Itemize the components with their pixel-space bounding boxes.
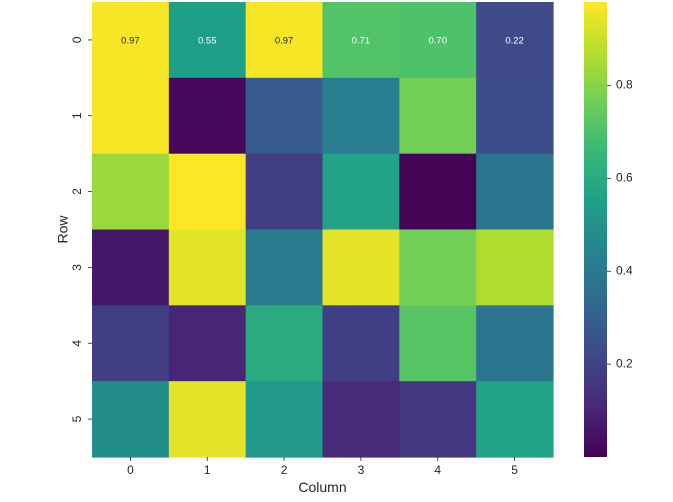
y-tick-label: 1 xyxy=(70,112,84,119)
heatmap-cell-r0-c0 xyxy=(92,2,170,79)
heatmap-cell-r2-c2 xyxy=(245,153,324,231)
y-tick-label: 2 xyxy=(70,188,84,195)
x-axis-ticks: 0 1 2 3 4 5 xyxy=(127,457,518,477)
heatmap-cell-r0-c2 xyxy=(245,2,324,79)
heatmap-annotations: 0.97 0.55 0.97 0.71 0.70 0.22 xyxy=(121,35,524,46)
x-tick-label: 5 xyxy=(511,463,518,477)
heatmap-cell-r4-c1 xyxy=(168,305,247,382)
heatmap-cell-r2-c4 xyxy=(399,153,477,231)
x-tick-label: 3 xyxy=(358,463,365,477)
heatmap-cell-r3-c1 xyxy=(168,229,247,306)
y-tick-label: 3 xyxy=(70,264,84,271)
heatmap-cell-r4-c3 xyxy=(322,305,400,382)
heatmap-cell-r2-c0 xyxy=(92,153,170,231)
heatmap-cell-r3-c5 xyxy=(476,229,554,306)
heatmap-cell-r0-c3 xyxy=(322,2,400,79)
heatmap-cell-r3-c0 xyxy=(92,229,170,306)
heatmap-cell-r3-c3 xyxy=(322,229,400,306)
heatmap-cell-r1-c1 xyxy=(168,77,247,155)
heatmap-cell-r4-c5 xyxy=(476,305,554,382)
heatmap-cell-r5-c1 xyxy=(168,381,247,458)
heatmap-cell-r2-c3 xyxy=(322,153,400,231)
heatmap-cell-r5-c4 xyxy=(399,381,477,458)
cell-annotation: 0.22 xyxy=(505,35,524,46)
cell-annotation: 0.70 xyxy=(429,35,448,46)
cell-annotation: 0.97 xyxy=(121,35,140,46)
heatmap-cell-r5-c3 xyxy=(322,381,400,458)
heatmap-cell-r4-c0 xyxy=(92,305,170,382)
heatmap-cell-r3-c4 xyxy=(399,229,477,306)
y-tick-label: 5 xyxy=(70,415,84,422)
heatmap-cell-r3-c2 xyxy=(245,229,324,306)
heatmap-cell-r5-c2 xyxy=(245,381,324,458)
heatmap-cell-r1-c4 xyxy=(399,77,477,155)
heatmap-cell-r5-c0 xyxy=(92,381,170,458)
cell-annotation: 0.97 xyxy=(275,35,294,46)
heatmap-cells xyxy=(92,2,554,458)
colorbar-tick-label: 0.4 xyxy=(616,263,633,277)
cell-annotation: 0.71 xyxy=(352,35,371,46)
x-tick-label: 2 xyxy=(281,463,288,477)
y-tick-label: 4 xyxy=(70,340,84,347)
heatmap-cell-r1-c0 xyxy=(92,77,170,155)
cell-annotation: 0.55 xyxy=(198,35,217,46)
heatmap-cell-r2-c1 xyxy=(168,153,247,231)
y-axis-ticks: 0 1 2 3 4 5 xyxy=(70,36,92,422)
colorbar-tick-label: 0.8 xyxy=(616,78,633,92)
heatmap-cell-r5-c5 xyxy=(476,381,554,458)
x-tick-label: 0 xyxy=(127,463,134,477)
x-tick-label: 1 xyxy=(204,463,211,477)
x-tick-label: 4 xyxy=(434,463,441,477)
heatmap-cell-r4-c2 xyxy=(245,305,324,382)
colorbar-tick-label: 0.2 xyxy=(616,356,633,370)
heatmap-cell-r0-c4 xyxy=(399,2,477,79)
heatmap-cell-r4-c4 xyxy=(399,305,477,382)
heatmap-cell-r0-c1 xyxy=(168,2,247,79)
heatmap-cell-r1-c3 xyxy=(322,77,400,155)
x-axis-label: Column xyxy=(298,479,346,495)
colorbar xyxy=(584,2,607,457)
y-tick-label: 0 xyxy=(70,36,84,43)
colorbar-ticks: 0.2 0.4 0.6 0.8 xyxy=(607,78,633,370)
heatmap-cell-r0-c5 xyxy=(476,2,554,79)
colorbar-tick-label: 0.6 xyxy=(616,171,633,185)
heatmap-cell-r1-c2 xyxy=(245,77,324,155)
heatmap-cell-r2-c5 xyxy=(476,153,554,231)
heatmap-cell-r1-c5 xyxy=(476,77,554,155)
y-axis-label: Row xyxy=(55,215,71,244)
